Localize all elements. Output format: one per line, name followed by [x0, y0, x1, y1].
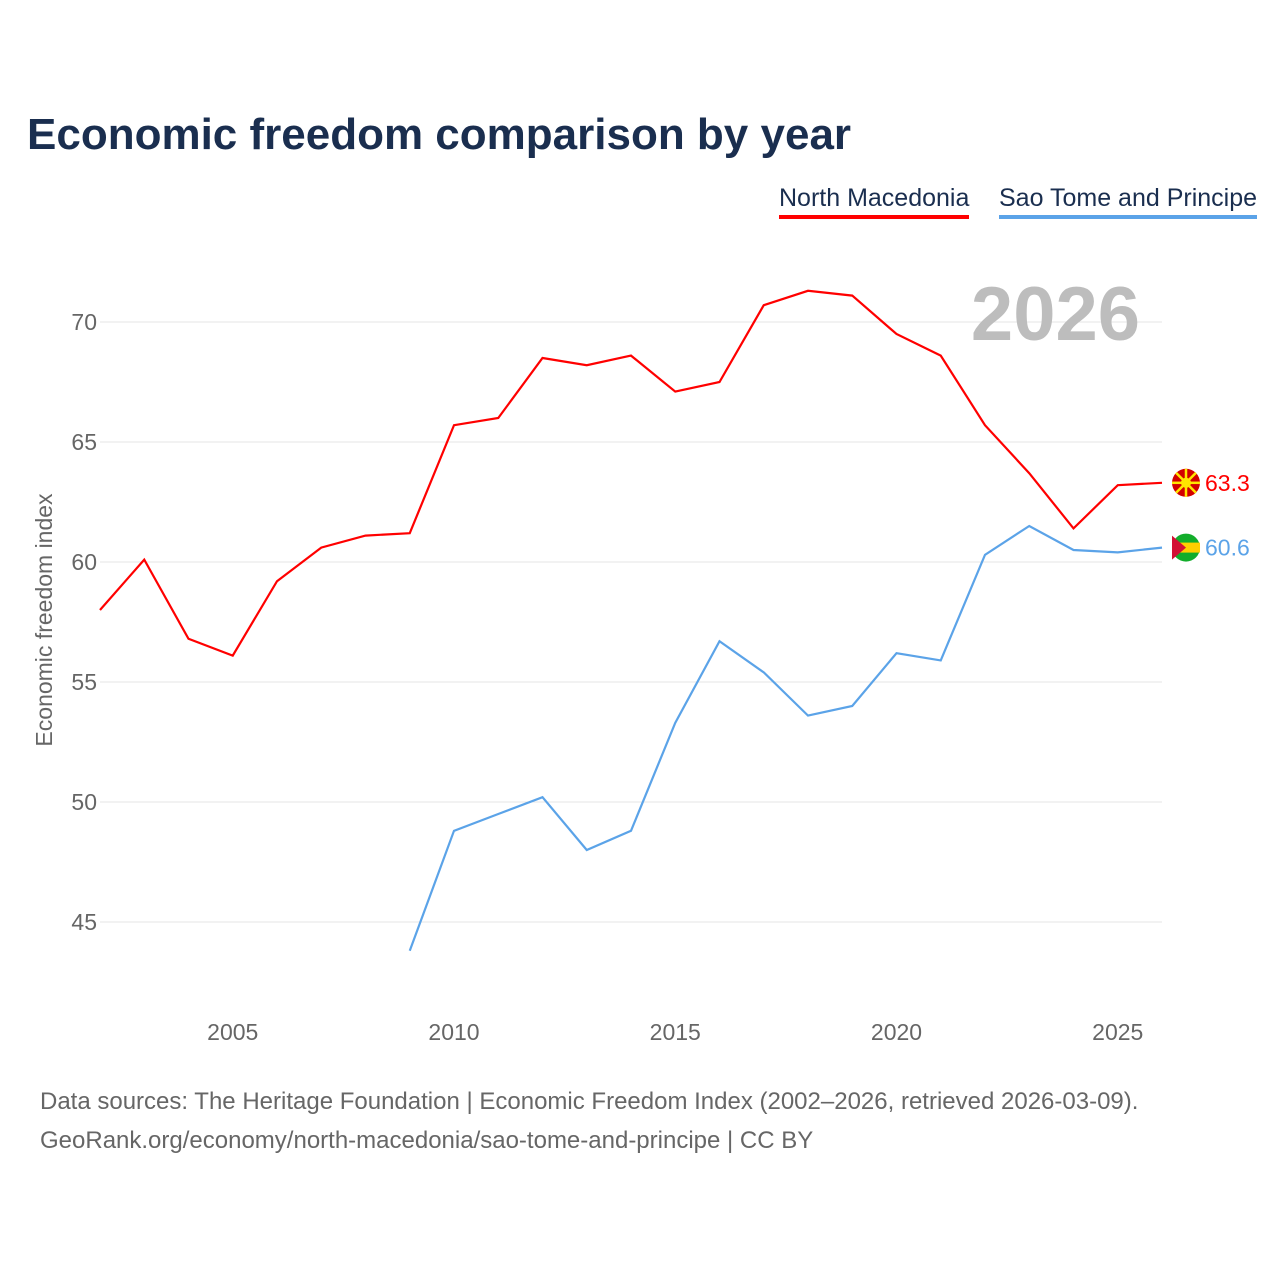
flag-ray	[1175, 481, 1187, 494]
chart-title: Economic freedom comparison by year	[27, 110, 852, 159]
series-line-1	[408, 524, 1163, 952]
x-tick-label: 2020	[871, 1019, 922, 1045]
end-value-label: 63.3	[1205, 470, 1250, 496]
flag-ray	[1175, 472, 1187, 484]
footer-url[interactable]: GeoRank.org/economy/north-macedonia/sao-…	[40, 1127, 814, 1154]
series-line-0	[99, 289, 1163, 657]
legend-sao-tome[interactable]: Sao Tome and Principe	[999, 184, 1258, 219]
end-value-label: 60.6	[1205, 535, 1250, 561]
y-tick-label: 65	[71, 429, 97, 455]
x-tick-label: 2005	[207, 1019, 258, 1045]
x-tick-label: 2015	[650, 1019, 701, 1045]
flag-triangle	[1172, 535, 1186, 560]
x-tick-label: 2010	[428, 1019, 479, 1045]
legend-north-macedonia[interactable]: North Macedonia	[779, 184, 970, 219]
flag-ray	[1185, 472, 1197, 484]
y-axis-label: Economic freedom index	[31, 493, 57, 747]
y-tick-label: 45	[71, 909, 97, 935]
year-watermark: 2026	[971, 272, 1140, 357]
y-tick-label: 50	[71, 789, 97, 815]
flag-ray	[1185, 481, 1197, 494]
x-tick-label: 2025	[1092, 1019, 1143, 1045]
y-tick-label: 60	[71, 549, 97, 575]
y-tick-label: 55	[71, 669, 97, 695]
footer-source: Data sources: The Heritage Foundation | …	[40, 1088, 1139, 1115]
y-tick-label: 70	[71, 309, 97, 335]
